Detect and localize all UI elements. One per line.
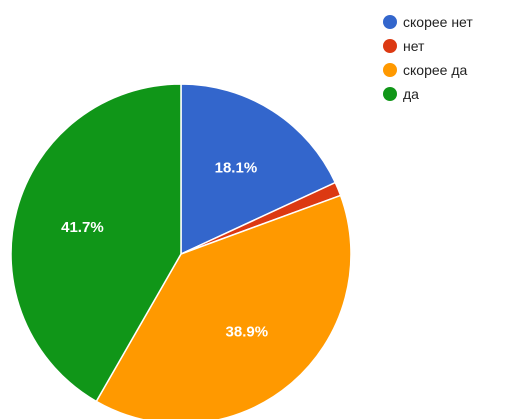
legend-item-da[interactable]: да [383,82,473,106]
chart-legend: скорее нет нет скорее да да [383,10,473,106]
pie-slice-2[interactable] [95,194,352,419]
legend-swatch [383,87,397,101]
legend-item-skoree-net[interactable]: скорее нет [383,10,473,34]
slice-label-3: 41.7% [61,219,104,236]
legend-item-net[interactable]: нет [383,34,473,58]
pie-slice-3[interactable] [10,83,182,403]
legend-item-skoree-da[interactable]: скорее да [383,58,473,82]
pie-slice-0[interactable] [180,83,337,256]
legend-label: скорее да [403,62,468,78]
legend-swatch [383,15,397,29]
pie-slices [10,83,352,419]
slice-label-0: 18.1% [215,160,258,177]
slice-label-2: 38.9% [226,324,269,341]
legend-label: нет [403,38,425,54]
legend-label: скорее нет [403,14,473,30]
legend-swatch [383,63,397,77]
legend-swatch [383,39,397,53]
pie-slice-labels: 18.1% 38.9% 41.7% [61,160,268,341]
legend-label: да [403,86,419,102]
